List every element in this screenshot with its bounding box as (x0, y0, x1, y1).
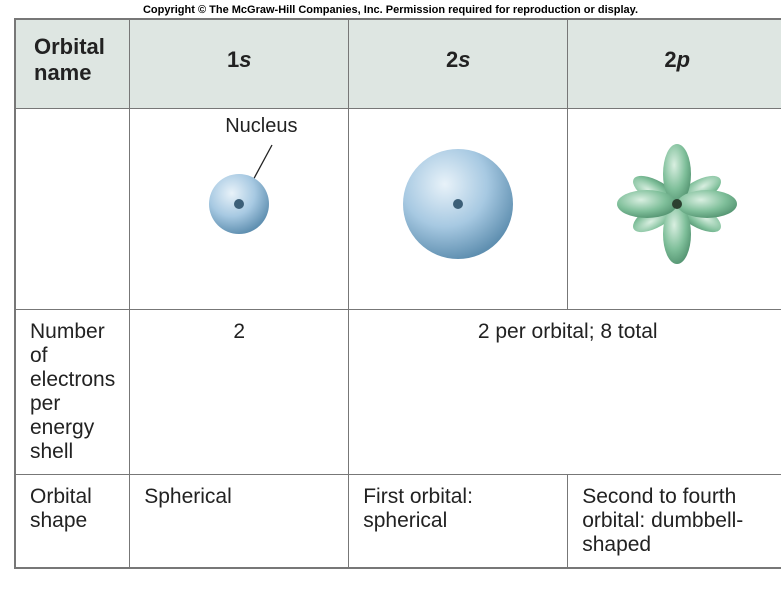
orbital-table: Orbital name 1s 2s 2p Nucleus (14, 18, 781, 569)
diagram-row: Nucleus (15, 109, 781, 310)
header-rowlabel: Orbital name (15, 19, 130, 109)
orbital-2s-svg (363, 119, 553, 289)
electrons-merged: 2 per orbital; 8 total (349, 310, 781, 475)
electrons-row: Number of electrons per energy shell 2 2… (15, 310, 781, 475)
electrons-label: Number of electrons per energy shell (15, 310, 130, 475)
diagram-2p (568, 109, 781, 310)
diagram-1s: Nucleus (130, 109, 349, 310)
nucleus-2p (672, 199, 682, 209)
p-lobe-left (617, 190, 677, 218)
header-col-2s: 2s (349, 19, 568, 109)
shape-col1: Spherical (130, 475, 349, 569)
orbital-1s-svg (144, 119, 334, 289)
header-col-2p: 2p (568, 19, 781, 109)
shape-col2: First orbital: spherical (349, 475, 568, 569)
diagram-rowlabel (15, 109, 130, 310)
shape-col3: Second to fourth orbital: dumbbell-shape… (568, 475, 781, 569)
header-col-1s: 1s (130, 19, 349, 109)
electrons-col1: 2 (130, 310, 349, 475)
shape-row: Orbital shape Spherical First orbital: s… (15, 475, 781, 569)
nucleus-1s (234, 199, 244, 209)
shape-label: Orbital shape (15, 475, 130, 569)
orbital-2p-svg (582, 119, 772, 289)
copyright-text: Copyright © The McGraw-Hill Companies, I… (0, 0, 781, 18)
nucleus-label: Nucleus (225, 115, 297, 138)
p-lobe-right (677, 190, 737, 218)
nucleus-2s (453, 199, 463, 209)
header-row: Orbital name 1s 2s 2p (15, 19, 781, 109)
diagram-2s (349, 109, 568, 310)
